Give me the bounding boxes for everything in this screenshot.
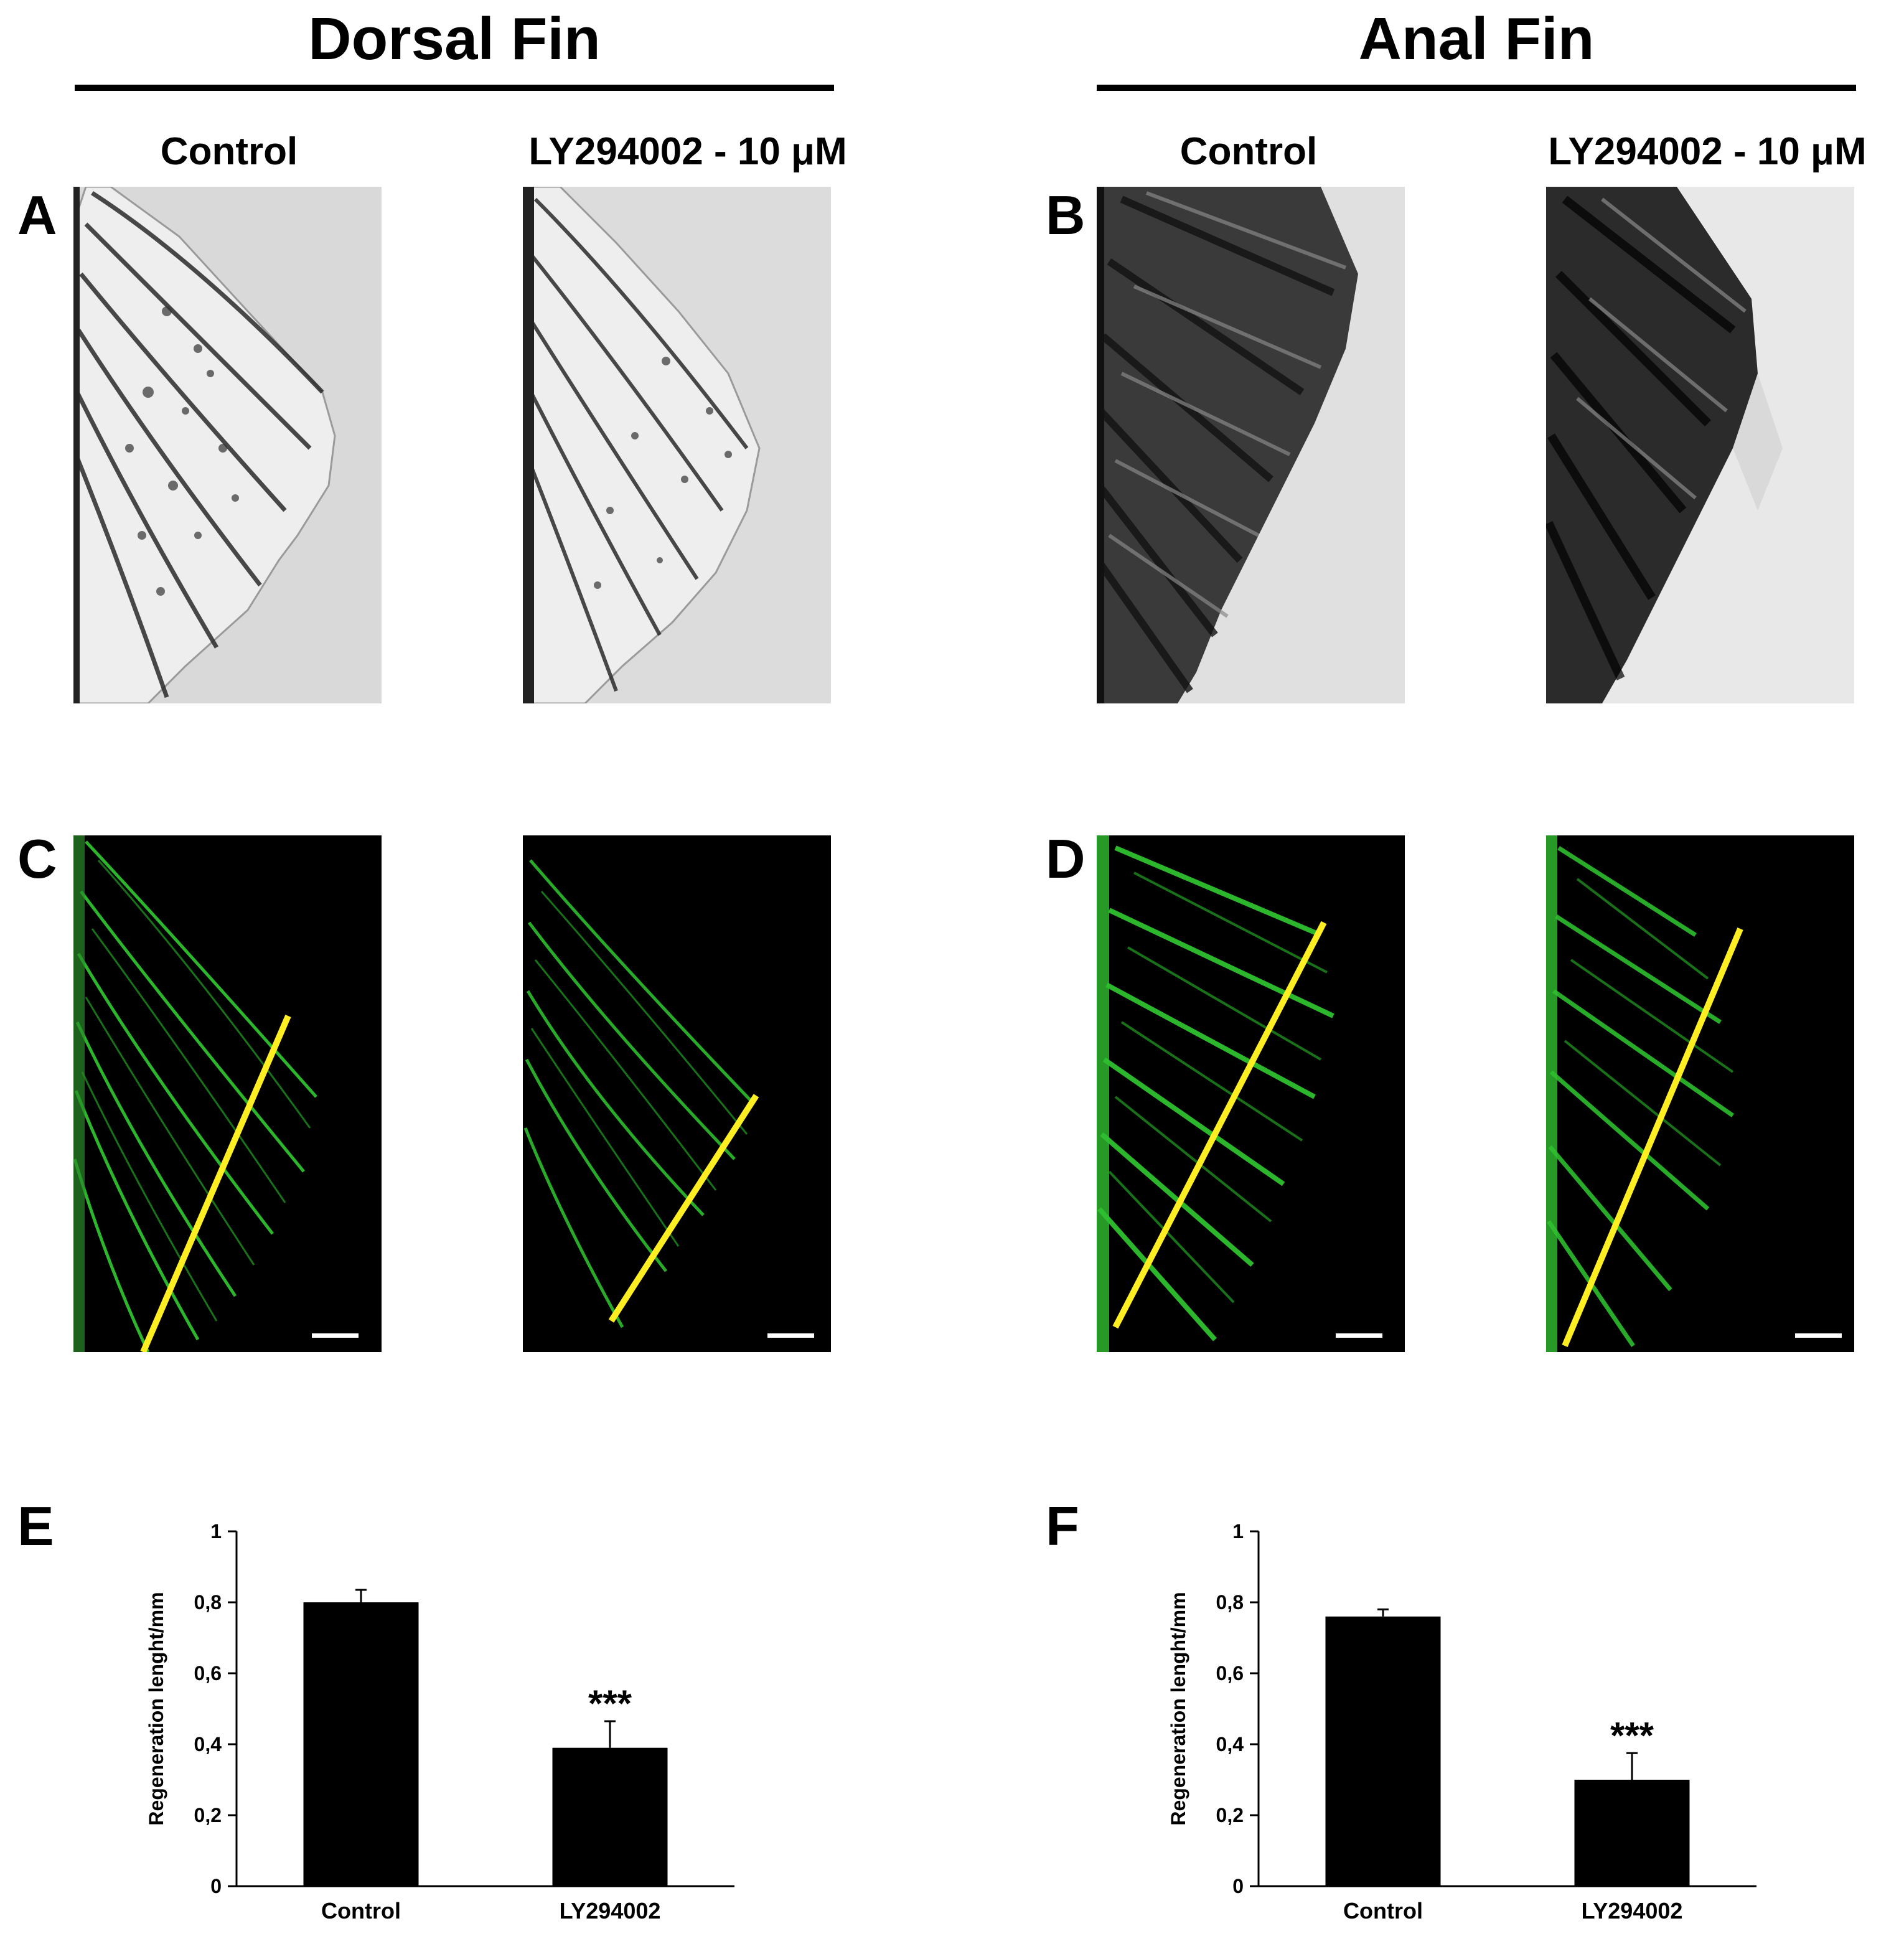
label-anal-control: Control xyxy=(1179,130,1318,173)
measure-line xyxy=(1112,921,1327,1329)
label-dorsal-treatment: LY294002 - 10 μM xyxy=(528,130,847,173)
y-tick-label: 0,8 xyxy=(1216,1591,1244,1614)
bar xyxy=(1325,1616,1441,1886)
measure-line xyxy=(608,1094,759,1323)
chart-f-svg: 0 0,2 0,4 0,6 0,8 1 Regeneration lenght/mm Cont… xyxy=(1167,1520,1756,1924)
photo-dorsal-control-brightfield xyxy=(73,187,382,703)
y-tick-label: 0,4 xyxy=(1216,1733,1244,1755)
panel-letter-f: F xyxy=(1046,1495,1079,1557)
measure-line xyxy=(1562,928,1743,1347)
header-anal-fin: Anal Fin xyxy=(1358,6,1595,72)
chart-f-anal-regeneration: 0 0,2 0,4 0,6 0,8 1 Regeneration lenght/mm Cont… xyxy=(1147,1494,1800,1948)
header-rule-dorsal xyxy=(75,85,834,91)
photo-anal-control-brightfield xyxy=(1097,187,1405,703)
photo-dorsal-control-fluorescence xyxy=(73,835,382,1352)
panel-letter-e: E xyxy=(17,1495,54,1557)
chart-e-svg: 0 0,2 0,4 0,6 0,8 1 Regeneration lenght/mm Cont… xyxy=(145,1520,734,1924)
y-tick-label: 0,6 xyxy=(194,1662,222,1684)
photo-anal-treatment-brightfield xyxy=(1546,187,1854,703)
measure-line xyxy=(140,1015,291,1352)
label-dorsal-control: Control xyxy=(160,130,298,173)
significance-label: *** xyxy=(1610,1714,1654,1756)
photo-anal-treatment-fluorescence xyxy=(1546,835,1854,1352)
bar xyxy=(552,1747,668,1886)
header-dorsal-fin: Dorsal Fin xyxy=(308,6,601,72)
scale-bar xyxy=(1795,1333,1842,1338)
header-rule-anal xyxy=(1097,85,1856,91)
y-tick-label: 0 xyxy=(1232,1875,1244,1897)
y-tick-label: 0 xyxy=(210,1875,222,1897)
y-tick-label: 0,2 xyxy=(194,1804,222,1826)
y-tick-label: 1 xyxy=(1232,1520,1244,1543)
panel-letter-b: B xyxy=(1046,184,1086,246)
x-tick-label: Control xyxy=(1343,1898,1423,1924)
x-tick-label: LY294002 xyxy=(560,1898,661,1924)
panel-letter-d: D xyxy=(1046,828,1086,890)
y-tick-label: 1 xyxy=(210,1520,222,1543)
bar xyxy=(303,1602,419,1886)
bar xyxy=(1574,1780,1690,1886)
panel-letter-c: C xyxy=(17,828,57,890)
photo-dorsal-treatment-fluorescence xyxy=(523,835,831,1352)
photo-dorsal-treatment-brightfield xyxy=(523,187,831,703)
chart-e-dorsal-regeneration: 0 0,2 0,4 0,6 0,8 1 Regeneration lenght/mm Cont… xyxy=(124,1494,778,1948)
scale-bar xyxy=(312,1333,359,1338)
y-tick-label: 0,2 xyxy=(1216,1804,1244,1826)
y-axis-label: Regeneration lenght/mm xyxy=(145,1592,167,1825)
x-tick-label: Control xyxy=(321,1898,401,1924)
photo-anal-control-fluorescence xyxy=(1097,835,1405,1352)
y-tick-label: 0,8 xyxy=(194,1591,222,1614)
y-tick-label: 0,4 xyxy=(194,1733,222,1755)
x-tick-label: LY294002 xyxy=(1582,1898,1683,1924)
scale-bar xyxy=(1336,1333,1382,1338)
label-anal-treatment: LY294002 - 10 μM xyxy=(1548,130,1867,173)
panel-letter-a: A xyxy=(17,184,57,246)
significance-label: *** xyxy=(588,1683,632,1724)
y-axis-label: Regeneration lenght/mm xyxy=(1167,1592,1189,1825)
y-tick-label: 0,6 xyxy=(1216,1662,1244,1684)
scale-bar xyxy=(767,1333,814,1338)
